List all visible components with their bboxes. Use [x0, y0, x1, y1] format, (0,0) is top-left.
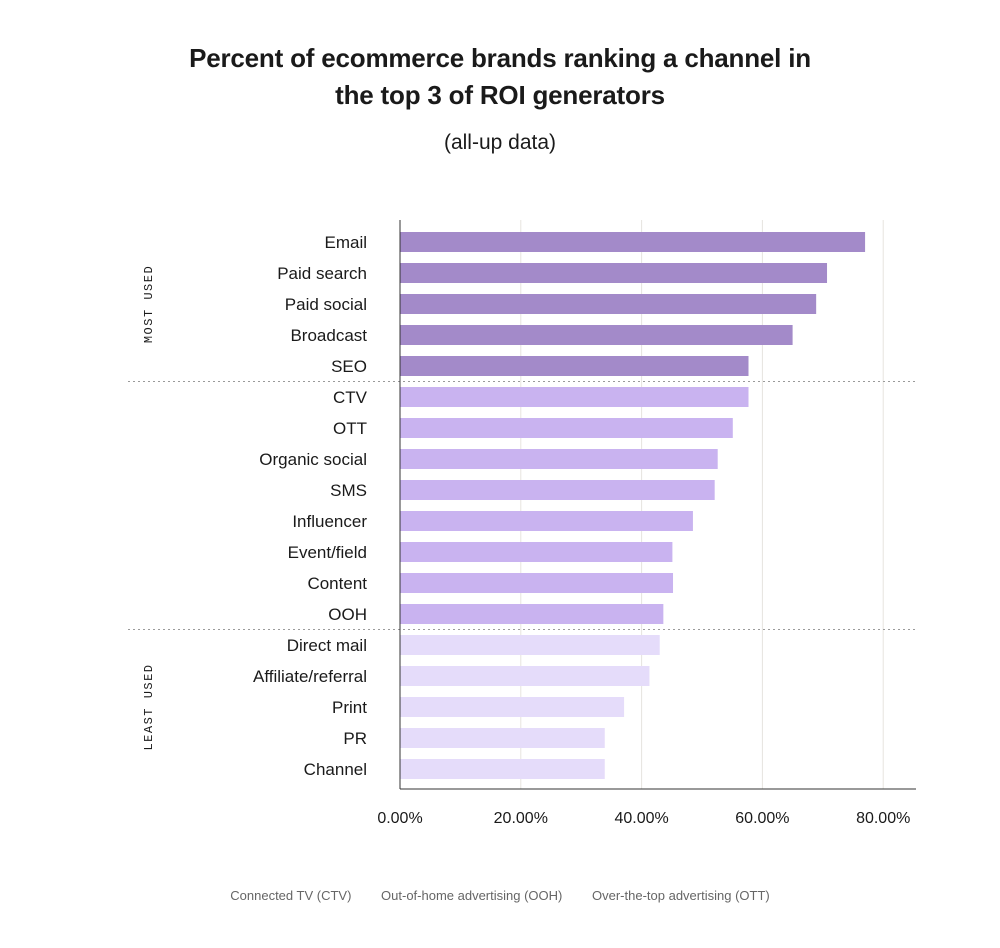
group-labels: MOST USED LEAST USED [142, 265, 156, 751]
category-label: Paid search [277, 264, 367, 283]
chart-title: Percent of ecommerce brands ranking a ch… [0, 40, 1000, 114]
group-label: LEAST USED [142, 663, 156, 750]
category-label: Paid social [285, 295, 367, 314]
category-label: CTV [333, 388, 368, 407]
gridlines [520, 220, 884, 789]
bar [400, 418, 733, 438]
category-label: Email [324, 233, 367, 252]
x-tick-label: 80.00% [856, 810, 910, 827]
category-label: Direct mail [287, 636, 367, 655]
bar [400, 232, 866, 252]
bars [400, 232, 866, 779]
bar [400, 263, 828, 283]
bar [400, 542, 673, 562]
x-tick-label: 40.00% [614, 810, 668, 827]
footnote-ooh: Out-of-home advertising (OOH) [381, 888, 563, 903]
category-label: Content [307, 574, 367, 593]
category-label: Organic social [259, 450, 367, 469]
category-label: Broadcast [290, 326, 367, 345]
bar [400, 573, 674, 593]
x-tick-label: 20.00% [494, 810, 548, 827]
category-label: Print [332, 698, 367, 717]
bar [400, 635, 660, 655]
category-label: PR [343, 729, 367, 748]
chart-subtitle: (all-up data) [443, 131, 557, 154]
footnote-ctv: Connected TV (CTV) [230, 888, 352, 903]
bar [400, 356, 749, 376]
bar [400, 449, 718, 469]
category-label: Influencer [292, 512, 367, 531]
category-label: Affiliate/referral [253, 667, 367, 686]
bar [400, 387, 749, 407]
footnote-ott: Over-the-top advertising (OTT) [592, 888, 770, 903]
bar [400, 294, 817, 314]
bar [400, 666, 650, 686]
bar [400, 604, 664, 624]
category-label: OOH [328, 605, 367, 624]
bar [400, 728, 605, 748]
bar [400, 697, 625, 717]
axes [399, 220, 916, 790]
category-labels: Email Paid search Paid social Broadcast SEO C… [253, 233, 368, 779]
bar [400, 511, 693, 531]
bar [400, 325, 793, 345]
category-label: SEO [331, 357, 367, 376]
chart-title-line-1: Percent of ecommerce brands ranking a ch… [189, 43, 811, 73]
category-label: OTT [333, 419, 367, 438]
bar [400, 480, 715, 500]
x-tick-label: 0.00% [377, 810, 422, 827]
category-label: Channel [304, 760, 367, 779]
category-label: Event/field [288, 543, 367, 562]
group-separators [128, 381, 916, 630]
x-tick-label: 60.00% [735, 810, 789, 827]
bar [400, 759, 605, 779]
x-tick-labels: 0.00% 20.00% 40.00% 60.00% 80.00% [377, 810, 910, 827]
group-label: MOST USED [142, 265, 156, 343]
category-label: SMS [330, 481, 367, 500]
footnotes: Connected TV (CTV) Out-of-home advertisi… [0, 888, 1000, 903]
chart-title-line-2: the top 3 of ROI generators [335, 80, 665, 110]
